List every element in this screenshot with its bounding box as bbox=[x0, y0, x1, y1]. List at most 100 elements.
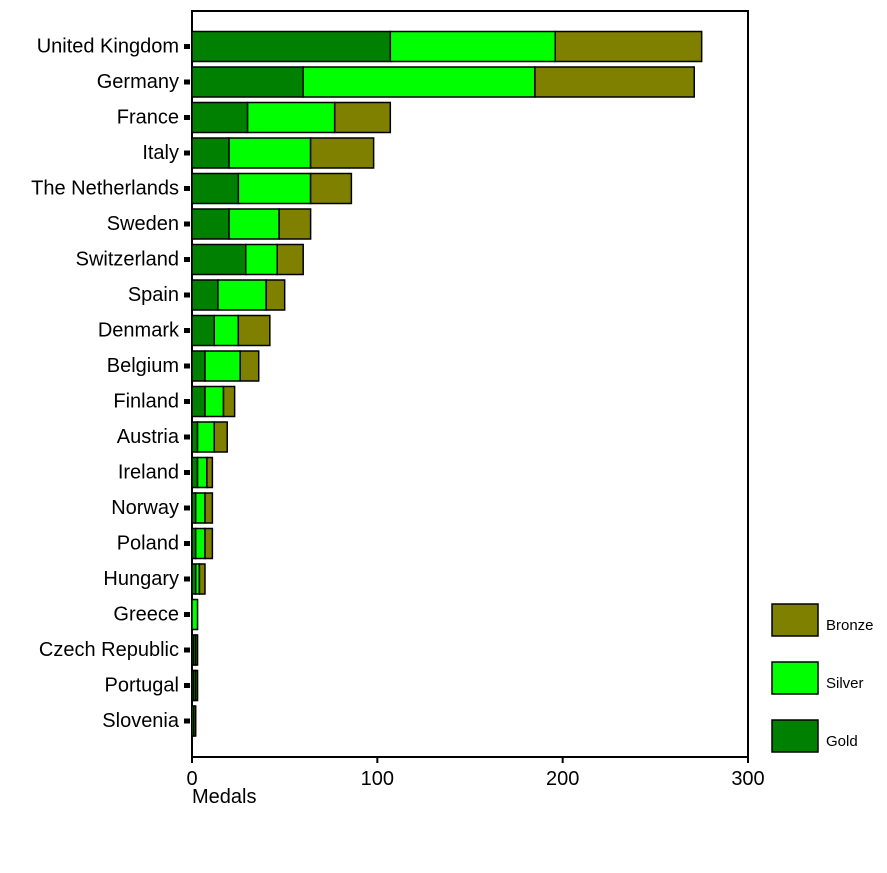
y-tick-mark bbox=[184, 150, 190, 156]
y-tick-mark bbox=[184, 434, 190, 440]
category-label: France bbox=[117, 107, 179, 129]
y-tick-mark bbox=[184, 718, 190, 724]
bar-gold-5 bbox=[191, 208, 230, 240]
bar-gold-1 bbox=[191, 66, 304, 98]
bar-silver-5 bbox=[228, 208, 280, 240]
plot-frame bbox=[191, 10, 749, 758]
bar-gold-4 bbox=[191, 172, 240, 205]
category-label: Poland bbox=[117, 533, 179, 555]
bar-bronze-17 bbox=[194, 634, 199, 666]
bar-bronze-6 bbox=[276, 243, 304, 276]
category-label: Norway bbox=[111, 497, 179, 519]
category-label: Austria bbox=[117, 426, 180, 448]
y-tick-mark bbox=[184, 505, 190, 511]
bars-group bbox=[191, 30, 703, 737]
bar-bronze-19 bbox=[193, 705, 197, 737]
bar-silver-2 bbox=[246, 101, 336, 134]
y-tick-mark bbox=[184, 683, 190, 688]
bar-bronze-14 bbox=[204, 527, 214, 560]
bar-silver-16 bbox=[191, 598, 199, 631]
bar-gold-12 bbox=[191, 456, 199, 489]
bar-bronze-11 bbox=[213, 421, 228, 453]
legend-swatch-gold bbox=[771, 719, 819, 753]
bar-bronze-2 bbox=[333, 101, 392, 134]
bar-silver-7 bbox=[217, 279, 267, 311]
bar-silver-11 bbox=[196, 421, 215, 453]
y-tick-mark bbox=[184, 363, 190, 369]
category-label: Switzerland bbox=[76, 249, 179, 271]
y-tick-mark bbox=[184, 186, 190, 191]
y-tick-mark bbox=[184, 328, 190, 333]
legend-label-gold: Gold bbox=[826, 733, 858, 750]
bar-bronze-12 bbox=[206, 456, 214, 489]
bar-bronze-1 bbox=[534, 66, 696, 98]
bar-gold-2 bbox=[191, 101, 249, 134]
y-tick-mark bbox=[184, 44, 190, 49]
bar-gold-3 bbox=[191, 137, 230, 169]
legend-label-bronze: Bronze bbox=[826, 617, 874, 634]
bar-silver-9 bbox=[204, 350, 241, 382]
category-labels: United Kingdom Germany France Italy The Neth… bbox=[31, 36, 190, 732]
bar-gold-0 bbox=[191, 30, 392, 63]
x-tick-label: 300 bbox=[731, 768, 764, 790]
bar-bronze-7 bbox=[265, 279, 286, 311]
category-label: Sweden bbox=[107, 213, 179, 235]
bar-gold-6 bbox=[191, 243, 247, 276]
category-label: Belgium bbox=[107, 355, 179, 377]
bar-silver-3 bbox=[228, 137, 312, 169]
bar-silver-10 bbox=[204, 385, 225, 418]
category-label: The Netherlands bbox=[31, 178, 179, 200]
x-axis-ticks: 0 100 200 300 bbox=[186, 757, 765, 790]
y-tick-mark bbox=[184, 470, 190, 475]
bar-bronze-13 bbox=[204, 492, 214, 524]
category-label: Slovenia bbox=[102, 710, 180, 732]
bar-bronze-10 bbox=[222, 385, 236, 418]
y-tick-mark bbox=[184, 647, 190, 653]
y-tick-mark bbox=[184, 115, 190, 120]
category-label: Portugal bbox=[105, 675, 180, 697]
bar-silver-8 bbox=[213, 314, 240, 347]
y-tick-mark bbox=[184, 612, 190, 617]
y-tick-mark bbox=[184, 79, 190, 85]
bar-bronze-18 bbox=[194, 669, 199, 702]
bar-bronze-4 bbox=[309, 172, 353, 205]
category-label: Italy bbox=[142, 142, 179, 164]
x-axis-title: Medals bbox=[192, 786, 256, 808]
legend-swatch-silver bbox=[771, 661, 819, 695]
bar-gold-11 bbox=[191, 421, 199, 453]
bar-bronze-0 bbox=[554, 30, 703, 63]
category-label: Spain bbox=[128, 284, 179, 306]
bar-silver-1 bbox=[302, 66, 536, 98]
bar-silver-4 bbox=[237, 172, 312, 205]
x-tick-label: 200 bbox=[546, 768, 579, 790]
legend: Bronze Silver Gold bbox=[771, 603, 874, 753]
bar-silver-12 bbox=[196, 456, 208, 489]
category-label: Germany bbox=[97, 71, 179, 93]
bar-gold-7 bbox=[191, 279, 219, 311]
y-tick-mark bbox=[184, 221, 190, 227]
bar-gold-9 bbox=[191, 350, 206, 382]
y-tick-mark bbox=[184, 399, 190, 404]
legend-swatch-bronze bbox=[771, 603, 819, 637]
bar-silver-0 bbox=[389, 30, 557, 63]
bar-silver-14 bbox=[194, 527, 206, 560]
bar-bronze-9 bbox=[239, 350, 260, 382]
bar-bronze-8 bbox=[237, 314, 271, 347]
category-label: Czech Republic bbox=[39, 639, 179, 661]
bar-silver-13 bbox=[194, 492, 206, 524]
bar-gold-10 bbox=[191, 385, 206, 418]
y-tick-mark bbox=[184, 257, 190, 262]
bar-silver-6 bbox=[244, 243, 279, 276]
legend-label-silver: Silver bbox=[826, 675, 864, 692]
bar-gold-8 bbox=[191, 314, 215, 347]
category-label: Greece bbox=[113, 604, 179, 626]
category-label: Finland bbox=[113, 391, 179, 413]
y-tick-mark bbox=[184, 541, 190, 546]
bar-bronze-15 bbox=[198, 563, 206, 595]
category-label: Ireland bbox=[118, 462, 179, 484]
x-tick-label: 100 bbox=[361, 768, 394, 790]
bar-bronze-5 bbox=[278, 208, 312, 240]
y-tick-mark bbox=[184, 576, 190, 582]
category-label: United Kingdom bbox=[37, 36, 179, 58]
